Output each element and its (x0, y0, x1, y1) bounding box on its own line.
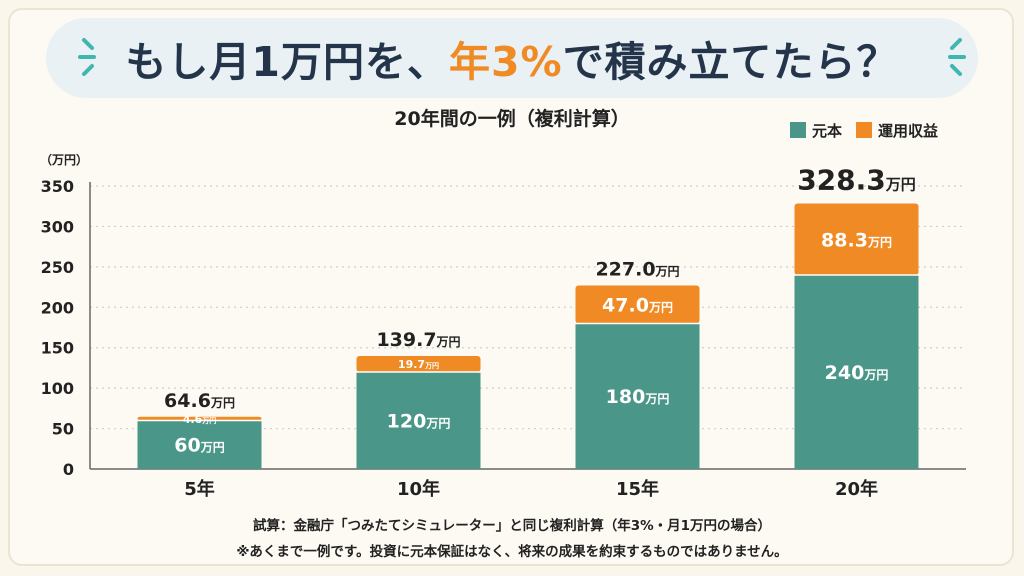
legend-item-returns: 運用収益 (856, 120, 938, 141)
left-sparkle-icon (78, 38, 96, 76)
y-tick-label: 300 (41, 217, 74, 236)
x-tick-label: 15年 (616, 478, 659, 500)
bar-total-label: 227.0万円 (595, 258, 679, 280)
bar-principal-label: 60万円 (174, 435, 224, 457)
bar-returns (794, 203, 919, 275)
x-tick-label: 10年 (397, 478, 440, 500)
legend-swatch-principal (790, 122, 806, 138)
bar-principal-label: 240万円 (825, 362, 889, 384)
bar-returns-label: 88.3万円 (821, 229, 892, 251)
y-tick-label: 100 (41, 379, 74, 398)
y-tick-label: 0 (63, 460, 74, 479)
legend-label-principal: 元本 (812, 121, 843, 140)
bar-principal-label: 120万円 (387, 410, 451, 432)
page-title: もし月1万円を、 年3% で積み立てたら？ (46, 18, 978, 98)
y-tick-label: 250 (41, 258, 74, 277)
y-tick-label: 50 (52, 420, 74, 439)
y-tick-label: 350 (41, 177, 74, 196)
chart-title: 20年間の一例（複利計算） (394, 108, 630, 130)
title-part1: もし月1万円を、 (125, 38, 449, 86)
footer-note-1: 試算：金融庁「つみたてシミュレーター」と同じ複利計算（年3%・月1万円の場合） (252, 518, 772, 534)
footer-note-2: ※あくまで一例です。投資に元本保証はなく、将来の成果を約束するものではありません… (236, 544, 788, 560)
bar-returns-label: 19.7万円 (398, 358, 439, 371)
title-highlight: 年3% (448, 38, 563, 86)
right-sparkle-icon (948, 38, 966, 76)
bar-principal-label: 180万円 (606, 386, 670, 408)
bar-total-label: 328.3万円 (797, 164, 916, 197)
legend-item-principal: 元本 (790, 120, 842, 141)
bar-principal (356, 371, 481, 469)
bar-principal (794, 274, 919, 469)
bar-total-label: 64.6万円 (164, 390, 235, 412)
x-tick-label: 20年 (835, 478, 878, 500)
bar-principal (137, 420, 262, 469)
bar-returns (356, 356, 481, 372)
y-tick-label: 150 (41, 339, 74, 358)
legend-swatch-returns (856, 122, 873, 138)
legend-label-returns: 運用収益 (878, 121, 939, 140)
legend: 元本 運用収益 (790, 120, 952, 140)
bar-principal (575, 323, 700, 469)
title-part2: で積み立てたら？ (562, 38, 899, 86)
bar-returns-label: 47.0万円 (602, 295, 673, 317)
bar-total-label: 139.7万円 (376, 329, 460, 351)
x-tick-label: 5年 (184, 478, 215, 500)
y-axis-unit-label: （万円） (40, 153, 89, 167)
bar-returns (575, 285, 700, 324)
title-banner (46, 18, 978, 98)
y-tick-label: 200 (41, 298, 74, 317)
bar-returns (137, 416, 262, 421)
bar-returns-label: 4.6万円 (183, 413, 217, 426)
